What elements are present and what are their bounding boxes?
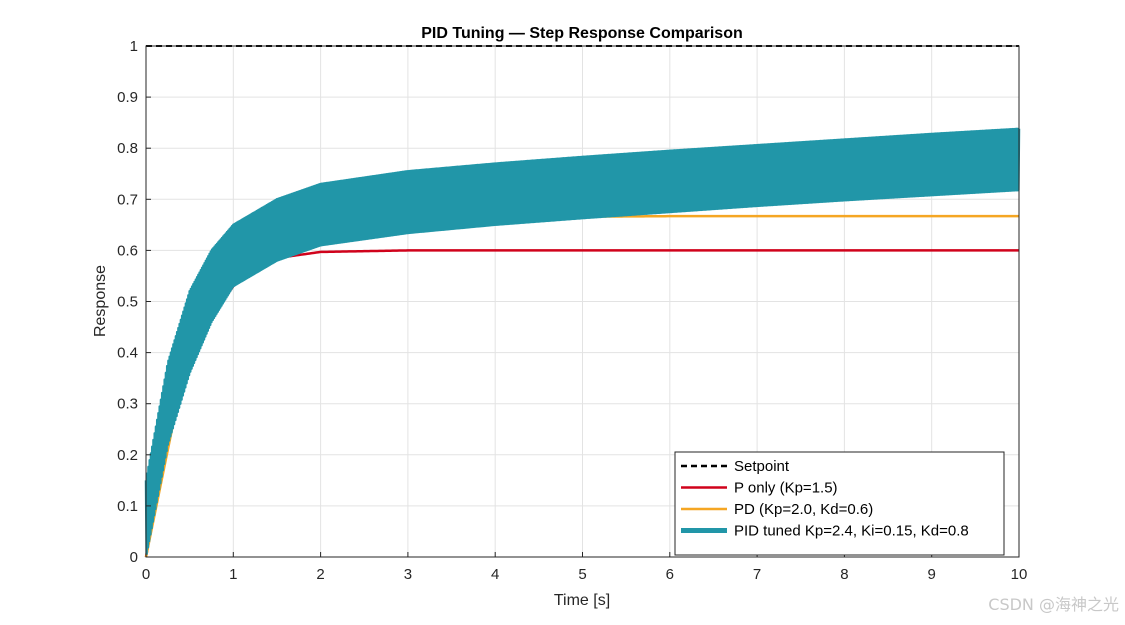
- y-tick-label: 0.4: [117, 345, 138, 362]
- x-tick-label: 4: [491, 566, 499, 583]
- tick-labels: 0 1 2 3 4 5 6 7 8 9 10 0 0.1 0.2 0.3 0.4 0.5 0.6 0.7 0.8 0.9…: [117, 38, 1027, 583]
- y-tick-label: 0.7: [117, 191, 138, 208]
- x-tick-label: 0: [142, 566, 150, 583]
- x-tick-label: 6: [666, 566, 674, 583]
- y-axis-label: Response: [92, 265, 109, 337]
- legend-label: Setpoint: [734, 458, 790, 475]
- legend-label: P only (Kp=1.5): [734, 480, 838, 497]
- y-tick-label: 0.6: [117, 242, 138, 259]
- x-tick-label: 2: [316, 566, 324, 583]
- x-tick-label: 1: [229, 566, 237, 583]
- y-tick-label: 0.9: [117, 89, 138, 106]
- x-tick-label: 3: [404, 566, 412, 583]
- y-tick-label: 1: [130, 38, 138, 55]
- legend: Setpoint P only (Kp=1.5) PD (Kp=2.0, Kd=0.…: [674, 451, 1005, 556]
- y-tick-label: 0.5: [117, 294, 138, 311]
- y-tick-label: 0.3: [117, 396, 138, 413]
- y-tick-label: 0.8: [117, 140, 138, 157]
- legend-box: [674, 451, 1005, 556]
- legend-label: PID tuned Kp=2.4, Ki=0.15, Kd=0.8: [734, 523, 969, 540]
- y-tick-label: 0.2: [117, 447, 138, 464]
- chart-title: PID Tuning — Step Response Comparison: [421, 25, 743, 42]
- series-pid-tuned-line: [144, 127, 1021, 556]
- x-tick-label: 7: [753, 566, 761, 583]
- x-tick-label: 5: [578, 566, 586, 583]
- y-tick-label: 0: [130, 549, 138, 566]
- x-tick-label: 8: [840, 566, 848, 583]
- y-tick-label: 0.1: [117, 498, 138, 515]
- x-axis-label: Time [s]: [554, 592, 610, 609]
- x-tick-label: 9: [928, 566, 936, 583]
- x-tick-label: 10: [1011, 566, 1028, 583]
- watermark: CSDN @海神之光: [988, 595, 1119, 614]
- legend-label: PD (Kp=2.0, Kd=0.6): [734, 501, 873, 518]
